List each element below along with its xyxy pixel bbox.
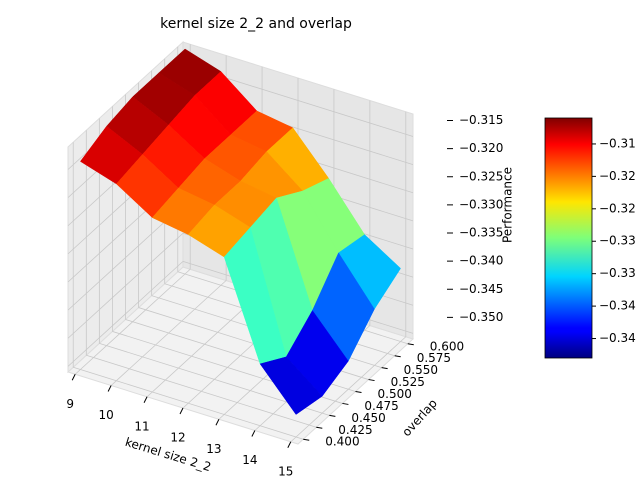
colorbar-tick-label: −0.34	[599, 299, 636, 313]
x-tick	[71, 374, 76, 381]
colorbar-tick-label: −0.32	[599, 169, 636, 183]
x-axis-label: kernel size 2_2	[123, 435, 212, 474]
colorbar-tick-label: −0.31	[599, 136, 636, 150]
y-tick-label: 0.525	[391, 375, 425, 389]
y-tick-label: 0.600	[430, 339, 464, 353]
z-tick-label: −0.315	[459, 113, 503, 127]
y-tick-label: 0.550	[404, 363, 438, 377]
grid-line	[86, 354, 317, 428]
y-tick	[407, 343, 414, 346]
x-tick-label: 9	[66, 397, 74, 411]
x-tick	[179, 407, 184, 415]
z-tick-label: −0.345	[459, 282, 503, 296]
colorbar-tick-label: −0.33	[599, 266, 636, 280]
x-tick-label: 14	[242, 453, 257, 467]
colorbar-tick-label: −0.33	[599, 234, 636, 248]
x-tick	[143, 396, 148, 403]
grid-line	[67, 232, 184, 339]
y-tick	[329, 414, 336, 417]
y-tick-label: 0.575	[417, 351, 451, 365]
x-tick-label: 11	[134, 419, 149, 433]
z-tick-label: −0.340	[459, 254, 503, 268]
x-tick	[251, 430, 256, 437]
grid-line	[73, 366, 304, 440]
y-tick	[355, 391, 362, 393]
surface-patch	[259, 356, 323, 415]
y-tick-label: 0.425	[338, 423, 372, 437]
x-tick	[107, 385, 112, 392]
z-tick-label: −0.330	[459, 197, 503, 211]
y-tick	[316, 426, 323, 429]
y-axis-label: overlap	[399, 396, 440, 439]
y-tick	[381, 367, 388, 370]
z-tick-label: −0.320	[459, 141, 503, 155]
colorbar	[544, 117, 593, 359]
y-tick	[368, 379, 375, 382]
y-tick	[303, 438, 310, 441]
y-tick	[342, 402, 349, 405]
z-tick-label: −0.335	[459, 226, 503, 240]
z-tick-label: −0.350	[459, 310, 503, 324]
colorbar-tick-label: −0.34	[599, 331, 636, 345]
y-tick	[394, 355, 401, 358]
x-tick	[287, 441, 292, 448]
x-tick-label: 13	[206, 442, 221, 456]
grid-line	[67, 261, 184, 367]
x-tick	[215, 419, 220, 426]
z-tick-label: −0.325	[459, 169, 503, 183]
x-tick-label: 15	[278, 464, 293, 478]
x-tick-label: 10	[98, 408, 113, 422]
chart-title: kernel size 2_2 and overlap	[160, 16, 352, 32]
colorbar-tick-label: −0.32	[599, 201, 636, 215]
z-axis-label: Performance	[501, 167, 515, 243]
y-tick-label: 0.475	[364, 399, 398, 413]
y-tick-label: 0.400	[325, 435, 359, 449]
y-tick-label: 0.450	[351, 411, 385, 425]
y-tick-label: 0.500	[378, 387, 412, 401]
x-tick-label: 12	[170, 431, 185, 445]
